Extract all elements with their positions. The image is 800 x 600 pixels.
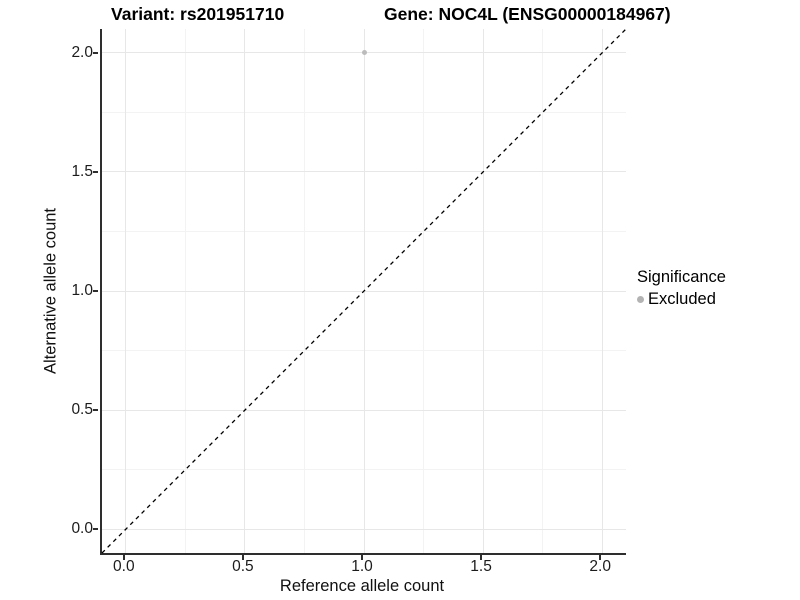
plot-title-gene: Gene: NOC4L (ENSG00000184967) [384,4,671,24]
y-tick-mark [93,170,98,173]
y-tick-mark [93,290,98,292]
legend-entry-label: Excluded [648,290,716,308]
x-axis-title: Reference allele count [279,577,445,595]
x-tick-label: 0.5 [232,558,254,575]
x-tick-mark [480,555,483,560]
gridline-major-horizontal [102,409,626,411]
gridline-major-horizontal [102,528,626,530]
gridline-major-horizontal [102,171,626,173]
legend-title: Significance [637,268,726,286]
x-tick-label: 0.0 [113,558,135,575]
y-tick-label: 0.0 [71,520,93,538]
legend-entry-excluded: Excluded [637,290,726,309]
plot-title-variant: Variant: rs201951710 [111,4,285,24]
legend-point-icon [637,296,644,303]
y-tick-mark [93,51,98,54]
x-tick-label: 1.5 [470,558,492,575]
y-tick-label: 1.5 [71,162,93,180]
data-point-excluded [361,50,367,56]
y-tick-mark [93,528,98,531]
y-axis-title: Alternative allele count [41,207,60,375]
y-tick-label: 1.0 [71,282,93,299]
identity-line [101,28,627,554]
x-tick-label: 1.0 [351,558,373,575]
y-tick-mark [93,409,98,412]
x-tick-mark [599,555,602,560]
x-tick-label: 2.0 [589,558,611,575]
legend: Significance Excluded [637,268,726,309]
x-tick-mark [241,555,244,560]
x-tick-mark [122,555,125,560]
plot-panel [100,28,627,555]
y-tick-label: 0.5 [71,401,93,419]
y-tick-label: 2.0 [71,43,93,61]
x-tick-mark [361,555,363,560]
